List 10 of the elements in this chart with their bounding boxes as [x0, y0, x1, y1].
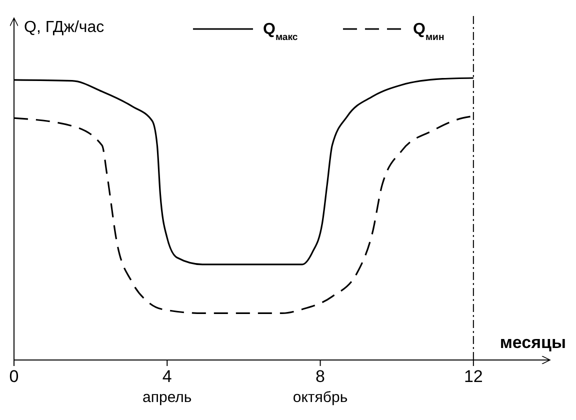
x-axis-title: месяцы: [500, 333, 566, 352]
x-tick-label: 0: [9, 367, 19, 386]
x-tick-label: 4: [162, 367, 172, 386]
legend-label: Q$_{макс}$: [263, 21, 298, 42]
text: апрель: [142, 389, 192, 406]
x-tick-label: 8: [316, 367, 326, 386]
legend-label: Q$_{мин}$: [413, 21, 444, 42]
text: октябрь: [292, 389, 348, 406]
y-axis-title: Q, ГДж/час: [24, 19, 104, 36]
x-tick-label: 12: [464, 367, 483, 386]
